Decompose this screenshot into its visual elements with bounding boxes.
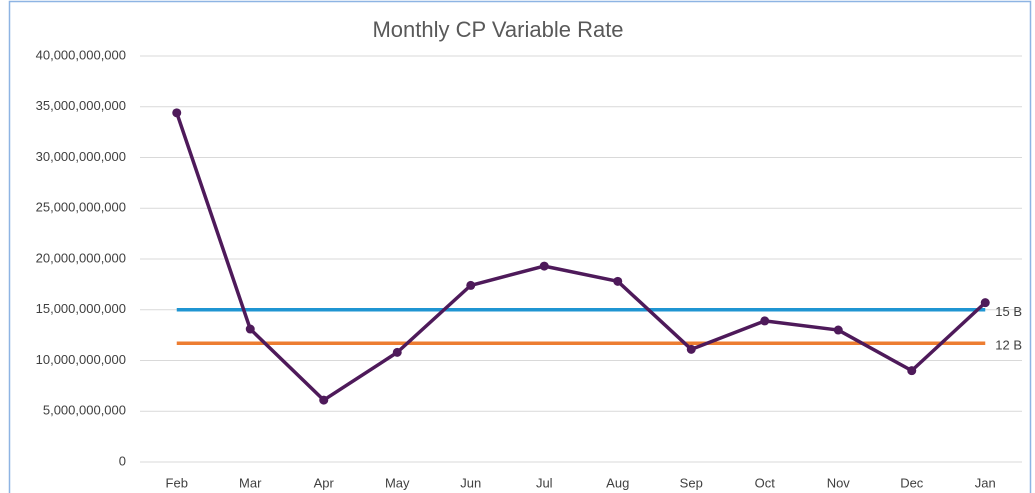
x-tick-label: Mar <box>239 475 262 490</box>
y-tick-label: 20,000,000,000 <box>36 250 126 265</box>
point-marker <box>907 366 917 376</box>
x-tick-label: Dec <box>900 475 924 490</box>
y-tick-label: 15,000,000,000 <box>36 301 126 316</box>
x-tick-label: Apr <box>314 475 335 490</box>
point-marker <box>539 261 549 271</box>
y-tick-label: 40,000,000,000 <box>36 47 126 62</box>
x-tick-label: Nov <box>827 475 851 490</box>
y-tick-label: 10,000,000,000 <box>36 352 126 367</box>
series-line <box>175 112 987 402</box>
y-tick-label: 30,000,000,000 <box>36 149 126 164</box>
point-marker <box>686 344 696 354</box>
x-tick-label: Sep <box>680 475 703 490</box>
y-tick-label: 5,000,000,000 <box>43 403 126 418</box>
reference-label: 15 B <box>995 304 1022 319</box>
x-tick-label: Feb <box>166 475 188 490</box>
point-marker <box>466 280 476 290</box>
point-marker <box>319 395 329 405</box>
point-marker <box>760 316 770 326</box>
point-marker <box>833 325 843 335</box>
x-tick-label: Jul <box>536 475 553 490</box>
y-tick-label: 25,000,000,000 <box>36 200 126 215</box>
chart-frame <box>8 0 1032 493</box>
point-marker <box>980 298 990 308</box>
point-marker <box>613 276 623 286</box>
point-marker <box>392 347 402 357</box>
x-tick-label: May <box>385 475 410 490</box>
x-tick-label: Jun <box>460 475 481 490</box>
x-tick-label: Oct <box>755 475 776 490</box>
x-tick-label: Jan <box>975 475 996 490</box>
point-marker <box>172 108 182 118</box>
reference-label: 12 B <box>995 338 1022 353</box>
chart-title: Monthly CP Variable Rate <box>372 17 623 42</box>
point-marker <box>245 324 255 334</box>
y-tick-label: 0 <box>119 453 126 468</box>
x-tick-label: Aug <box>606 475 629 490</box>
y-tick-label: 35,000,000,000 <box>36 98 126 113</box>
